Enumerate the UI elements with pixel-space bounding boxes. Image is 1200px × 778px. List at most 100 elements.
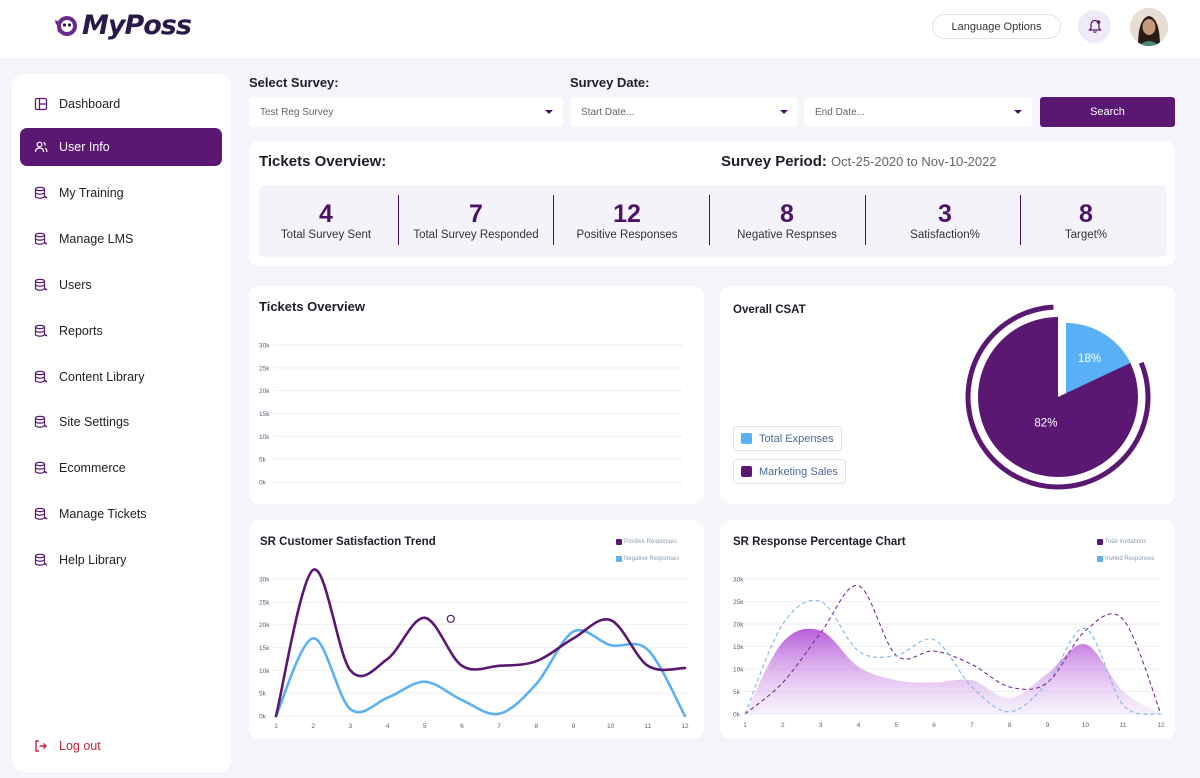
y-tick-label: 20k <box>259 622 270 629</box>
y-tick-label: 30k <box>259 577 270 584</box>
logo[interactable]: MyPoss <box>52 10 192 41</box>
legend-swatch <box>1097 556 1103 562</box>
x-tick-label: 9 <box>1046 722 1050 729</box>
select-survey-label: Select Survey: <box>249 75 339 90</box>
line-negative-responses <box>274 628 687 718</box>
legend-label: Positive Responses <box>624 539 677 545</box>
tickets-overview-card: Tickets Overview: Survey Period: Oct-25-… <box>249 141 1175 266</box>
dashboard-icon <box>34 97 48 111</box>
sidebar-item-help-library[interactable]: Help Library <box>20 541 222 579</box>
pie-label-marketing-sales: 82% <box>1034 417 1057 429</box>
database-icon <box>34 186 48 199</box>
x-tick-label: 3 <box>819 722 823 729</box>
y-tick-label: 5k <box>259 691 267 698</box>
trend-chart-title: SR Customer Satisfaction Trend <box>260 536 436 548</box>
logout-button[interactable]: Log out <box>20 727 222 765</box>
survey-select-value: Test Reg Survey <box>260 106 334 118</box>
stat-label: Total Survey Responded <box>413 229 539 241</box>
y-tick-label: 5k <box>733 689 741 696</box>
pie-label-total-expenses: 18% <box>1078 353 1101 365</box>
logout-icon <box>35 740 47 752</box>
pie-outer-ring <box>965 304 1151 490</box>
sidebar-item-manage-tickets[interactable]: Manage Tickets <box>20 495 222 533</box>
x-tick-label: 4 <box>857 722 861 729</box>
language-options-button[interactable]: Language Options <box>932 14 1061 39</box>
legend-swatch <box>1097 539 1103 545</box>
avatar[interactable] <box>1130 8 1168 46</box>
x-tick-label: 12 <box>681 723 689 730</box>
sidebar-item-manage-lms[interactable]: Manage LMS <box>20 220 222 258</box>
csat-pie-chart: 18% 82% <box>965 304 1151 490</box>
end-date-placeholder: End Date... <box>815 106 866 118</box>
sidebar-item-user-info[interactable]: User Info <box>20 128 222 166</box>
database-icon <box>34 553 48 566</box>
survey-date-label: Survey Date: <box>570 75 650 90</box>
line-positive-responses <box>274 568 687 718</box>
stat-value: 7 <box>469 200 483 228</box>
database-icon <box>34 278 48 291</box>
x-tick-label: 11 <box>1120 722 1127 729</box>
stat-label: Target% <box>1064 229 1108 241</box>
users-icon <box>34 141 48 153</box>
database-icon <box>34 461 48 474</box>
stat-label: Positive Responses <box>576 229 678 241</box>
legend-marketing-sales: Marketing Sales <box>733 459 846 484</box>
x-tick-label: 6 <box>932 722 936 729</box>
sidebar-item-label: Manage Tickets <box>59 507 147 521</box>
y-tick-label: 20k <box>733 622 744 629</box>
legend-total-invitations: Total Invitations <box>1097 539 1146 545</box>
csat-title: Overall CSAT <box>733 304 806 316</box>
y-tick-label: 25k <box>259 599 270 606</box>
stat-item: 4 Total Survey Sent <box>256 185 396 257</box>
stat-divider <box>553 195 554 245</box>
tickets-overview-chart-card: Tickets Overview 30k 25k 20k 15k 10k 5k 0k <box>249 286 704 504</box>
top-bar: MyPoss Language Options <box>0 0 1200 58</box>
overview-title: Tickets Overview: <box>259 153 387 170</box>
search-button[interactable]: Search <box>1040 97 1175 127</box>
database-icon <box>34 324 48 337</box>
x-tick-label: 9 <box>572 723 576 730</box>
start-date-select[interactable]: Start Date... <box>570 97 798 127</box>
stat-label: Negative Respnses <box>737 229 837 241</box>
legend-swatch <box>616 556 622 562</box>
notification-button[interactable] <box>1078 10 1111 43</box>
sidebar-item-reports[interactable]: Reports <box>20 312 222 350</box>
y-tick-label: 5k <box>259 457 267 464</box>
sidebar-item-content-library[interactable]: Content Library <box>20 358 222 396</box>
x-tick-label: 3 <box>349 723 353 730</box>
chevron-down-icon <box>545 110 553 114</box>
x-tick-label: 11 <box>644 723 651 730</box>
x-tick-label: 10 <box>1082 722 1090 729</box>
survey-select[interactable]: Test Reg Survey <box>249 97 563 127</box>
x-tick-label: 1 <box>743 722 747 729</box>
legend-swatch <box>616 539 622 545</box>
y-tick-label: 15k <box>733 644 744 651</box>
sidebar-item-label: Ecommerce <box>59 461 126 475</box>
sidebar-item-users[interactable]: Users <box>20 266 222 304</box>
area-series <box>745 628 1161 714</box>
chevron-down-icon <box>780 110 788 114</box>
logout-label: Log out <box>59 739 101 753</box>
legend-total-expenses: Total Expenses <box>733 426 842 451</box>
x-tick-label: 12 <box>1157 722 1165 729</box>
survey-period-value: Oct-25-2020 to Nov-10-2022 <box>831 154 997 169</box>
logo-mark-icon <box>55 15 77 36</box>
y-tick-label: 25k <box>733 599 744 606</box>
x-tick-label: 6 <box>460 723 464 730</box>
stat-divider <box>398 195 399 245</box>
sidebar-item-dashboard[interactable]: Dashboard <box>20 85 222 123</box>
end-date-select[interactable]: End Date... <box>804 97 1032 127</box>
legend-label: Total Invitations <box>1105 539 1147 545</box>
stat-divider <box>709 195 710 245</box>
y-tick-label: 30k <box>259 343 270 350</box>
sidebar-item-site-settings[interactable]: Site Settings <box>20 403 222 441</box>
y-tick-label: 15k <box>259 411 270 418</box>
sidebar-item-my-training[interactable]: My Training <box>20 174 222 212</box>
y-tick-label: 30k <box>733 577 744 584</box>
logo-text: MyPoss <box>82 10 192 41</box>
pie-slice-marketing-sales <box>978 317 1138 477</box>
legend-swatch <box>741 466 752 477</box>
x-tick-label: 7 <box>497 723 501 730</box>
sidebar-item-ecommerce[interactable]: Ecommerce <box>20 449 222 487</box>
legend-swatch <box>741 433 752 444</box>
